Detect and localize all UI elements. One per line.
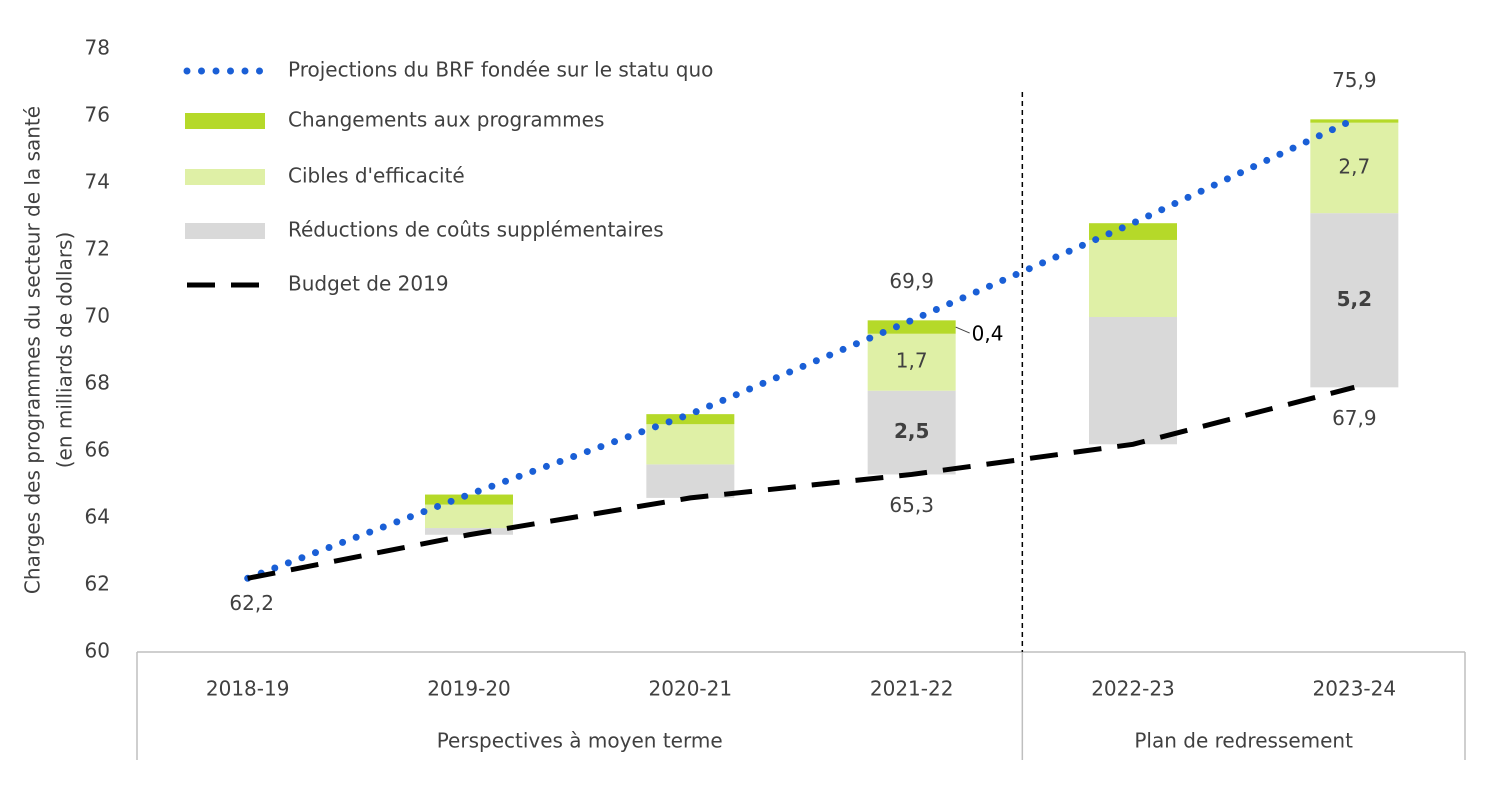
bar-segment	[425, 504, 513, 529]
y-tick-label: 72	[85, 237, 110, 261]
legend-label: Projections du BRF fondée sur le statu q…	[288, 58, 713, 82]
legend-label: Réductions de coûts supplémentaires	[288, 218, 664, 242]
legend-marker	[185, 223, 265, 239]
y-tick-label: 66	[85, 438, 110, 462]
y-tick-label: 64	[85, 505, 110, 529]
x-tick-label: 2020-21	[649, 677, 733, 701]
bar-segment	[1089, 223, 1177, 240]
legend-label: Changements aux programmes	[288, 108, 604, 132]
bar-segment	[867, 390, 956, 475]
data-label: 2,7	[1338, 154, 1370, 178]
bar-segment	[867, 320, 956, 334]
y-axis-title: Charges des programmes du secteur de la …	[21, 106, 45, 594]
x-tick-label: 2018-19	[206, 677, 290, 701]
y-tick-label: 68	[85, 371, 110, 395]
legend-marker	[185, 113, 265, 129]
y-tick-label: 70	[85, 304, 110, 328]
legend-label: Budget de 2019	[288, 272, 449, 296]
x-tick-label: 2022-23	[1091, 677, 1175, 701]
data-label: 67,9	[1332, 406, 1377, 430]
bar-segment	[1089, 317, 1177, 445]
y-axis-title: (en milliards de dollars)	[53, 232, 77, 469]
legend-marker	[185, 169, 265, 185]
bar-segment	[646, 464, 735, 498]
data-label: 0,4	[972, 322, 1004, 346]
line-series	[247, 384, 1355, 581]
y-tick-label: 78	[85, 36, 110, 60]
group-label: Perspectives à moyen terme	[437, 729, 723, 753]
data-label: 1,7	[896, 349, 928, 373]
y-tick-label: 74	[85, 170, 110, 194]
data-label: 2,5	[894, 419, 929, 443]
bar-segment	[867, 333, 956, 391]
x-tick-label: 2019-20	[427, 677, 511, 701]
y-tick-label: 60	[85, 639, 110, 663]
legend-label: Cibles d'efficacité	[288, 164, 465, 188]
y-tick-label: 76	[85, 103, 110, 127]
data-label: 69,9	[889, 269, 934, 293]
bar-segment	[425, 528, 513, 535]
bar-segment	[646, 414, 735, 425]
group-label: Plan de redressement	[1134, 729, 1353, 753]
bar-segment	[1310, 122, 1399, 214]
data-label: 65,3	[889, 493, 934, 517]
y-tick-label: 62	[85, 572, 110, 596]
data-label: 5,2	[1337, 287, 1372, 311]
leader-line	[955, 326, 970, 334]
bar-segment	[1089, 239, 1177, 317]
line-series	[244, 115, 1358, 582]
x-tick-label: 2023-24	[1313, 677, 1397, 701]
bar-segment	[1310, 213, 1399, 388]
bar-segment	[425, 494, 513, 505]
x-tick-label: 2021-22	[870, 677, 954, 701]
bar-segment	[646, 424, 735, 465]
bar-segment	[1310, 119, 1399, 123]
data-label: 62,2	[229, 591, 274, 615]
data-label: 75,9	[1332, 68, 1377, 92]
